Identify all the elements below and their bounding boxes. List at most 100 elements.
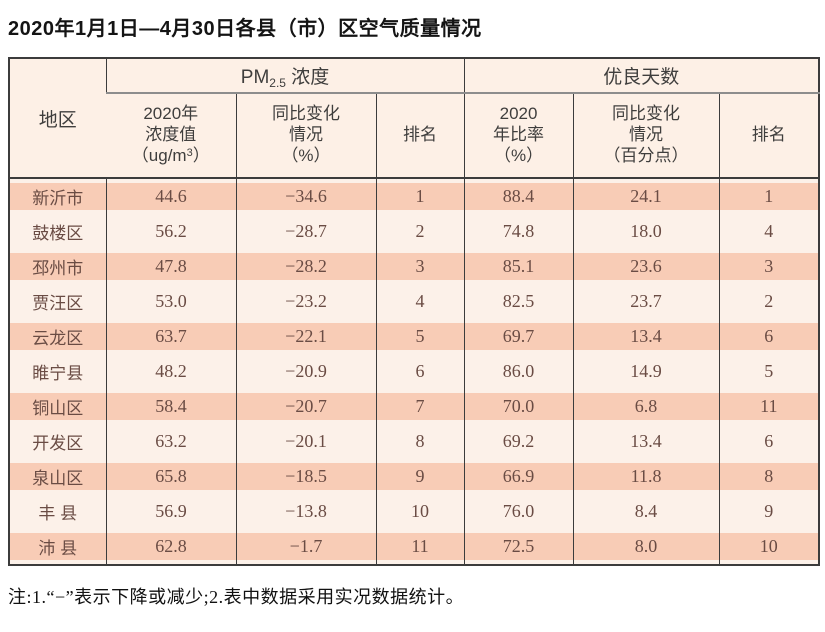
cell-pm-rank: 10 — [375, 494, 465, 529]
cell-gd-rank: 11 — [718, 389, 820, 424]
cell-gd-change: 13.4 — [572, 424, 720, 459]
pm-value-header-line3: （ug/m3） — [106, 146, 236, 167]
table-row: 云龙区 63.7 −22.1 5 69.7 13.4 6 — [9, 319, 820, 354]
cell-pm-value: 53.0 — [105, 284, 236, 319]
cell-gd-rank: 5 — [718, 354, 820, 389]
table-row: 贾汪区 53.0 −23.2 4 82.5 23.7 2 — [9, 284, 820, 319]
gd-ratio-column-header: 2020 年比率 （%） — [463, 93, 574, 179]
cell-pm-rank: 7 — [375, 389, 465, 424]
table-row: 邳州市 47.8 −28.2 3 85.1 23.6 3 — [9, 249, 820, 284]
cell-gd-ratio: 76.0 — [463, 494, 574, 529]
cell-pm-change: −20.9 — [235, 354, 376, 389]
cell-gd-change: 23.7 — [572, 284, 720, 319]
table-row: 沛 县 62.8 −1.7 11 72.5 8.0 10 — [9, 529, 820, 565]
cell-gd-rank: 4 — [718, 214, 820, 249]
table-row: 铜山区 58.4 −20.7 7 70.0 6.8 11 — [9, 389, 820, 424]
gd-change-column-header: 同比变化 情况 （百分点） — [572, 93, 720, 179]
ug-m3-suffix: ） — [192, 145, 210, 165]
cell-region: 贾汪区 — [9, 284, 106, 319]
cell-gd-rank: 1 — [718, 178, 820, 214]
page-title: 2020年1月1日—4月30日各县（市）区空气质量情况 — [8, 18, 482, 40]
table-row: 泉山区 65.8 −18.5 9 66.9 11.8 8 — [9, 459, 820, 494]
air-quality-table: 地区 PM2.5 浓度 优良天数 2020年 浓度值 （ug/m3） 同比变化 … — [8, 57, 821, 566]
pm-value-header-line2: 浓度值 — [145, 125, 197, 145]
cell-pm-rank: 3 — [375, 249, 465, 284]
pm-value-column-header: 2020年 浓度值 （ug/m3） — [106, 93, 236, 179]
cell-pm-rank: 6 — [375, 354, 465, 389]
pm25-label-subscript: 2.5 — [269, 75, 286, 90]
gd-change-header-line3: （百分点） — [603, 145, 689, 165]
cell-pm-change: −13.8 — [235, 494, 376, 529]
header-group-row: 地区 PM2.5 浓度 优良天数 — [9, 58, 820, 179]
pm-value-header-line1: 2020年 — [143, 104, 199, 124]
cell-pm-value: 56.9 — [105, 494, 236, 529]
gd-ratio-header-line2: 年比率 — [493, 125, 545, 145]
good-days-group-header: 优良天数 — [463, 58, 820, 94]
pm-change-header-line1: 同比变化 — [272, 104, 340, 124]
cell-region: 鼓楼区 — [9, 214, 106, 249]
cell-region: 铜山区 — [9, 389, 106, 424]
cell-pm-rank: 5 — [375, 319, 465, 354]
cell-region: 沛 县 — [9, 529, 106, 565]
cell-region: 云龙区 — [9, 319, 106, 354]
cell-gd-rank: 2 — [718, 284, 820, 319]
table-row: 开发区 63.2 −20.1 8 69.2 13.4 6 — [9, 424, 820, 459]
cell-gd-ratio: 72.5 — [463, 529, 574, 565]
cell-pm-value: 47.8 — [105, 249, 236, 284]
table-body: 新沂市 44.6 −34.6 1 88.4 24.1 1 鼓楼区 56.2 −2… — [9, 178, 820, 565]
table-row: 鼓楼区 56.2 −28.7 2 74.8 18.0 4 — [9, 214, 820, 249]
cell-region: 新沂市 — [9, 178, 106, 214]
cell-gd-change: 23.6 — [572, 249, 720, 284]
pm-change-header-line3: （%） — [281, 145, 331, 165]
header-sub-row: 2020年 浓度值 （ug/m3） 同比变化 情况 （%） 排名 2020 年比… — [9, 93, 820, 179]
cell-gd-rank: 8 — [718, 459, 820, 494]
cell-pm-value: 62.8 — [105, 529, 236, 565]
cell-gd-change: 6.8 — [572, 389, 720, 424]
gd-ratio-header-line3: （%） — [493, 145, 544, 165]
cell-region: 开发区 — [9, 424, 106, 459]
cell-region: 睢宁县 — [9, 354, 106, 389]
cell-pm-rank: 1 — [375, 178, 465, 214]
pm25-group-header: PM2.5 浓度 — [105, 58, 465, 94]
cell-pm-rank: 9 — [375, 459, 465, 494]
gd-change-header-line1: 同比变化 — [612, 104, 681, 124]
table-row: 新沂市 44.6 −34.6 1 88.4 24.1 1 — [9, 178, 820, 214]
cell-pm-change: −28.7 — [235, 214, 376, 249]
region-column-header: 地区 — [9, 58, 106, 179]
ug-m3-superscript: 3 — [186, 146, 193, 159]
cell-pm-value: 44.6 — [105, 178, 236, 214]
cell-gd-rank: 3 — [718, 249, 820, 284]
cell-pm-value: 56.2 — [105, 214, 236, 249]
table-row: 丰 县 56.9 −13.8 10 76.0 8.4 9 — [9, 494, 820, 529]
cell-pm-change: −20.1 — [235, 424, 376, 459]
cell-pm-value: 63.7 — [105, 319, 236, 354]
gd-ratio-header-line1: 2020 — [499, 104, 538, 124]
pm25-label-prefix: PM — [240, 66, 270, 88]
cell-gd-change: 18.0 — [572, 214, 720, 249]
gd-rank-column-header: 排名 — [718, 93, 820, 179]
footnote: 注:1.“−”表示下降或减少;2.表中数据采用实况数据统计。 — [8, 587, 465, 607]
table-header: 地区 PM2.5 浓度 优良天数 2020年 浓度值 （ug/m3） 同比变化 … — [9, 58, 820, 179]
cell-region: 泉山区 — [9, 459, 106, 494]
cell-gd-ratio: 82.5 — [463, 284, 574, 319]
pm-change-column-header: 同比变化 情况 （%） — [235, 93, 376, 179]
cell-gd-change: 24.1 — [572, 178, 720, 214]
cell-gd-ratio: 66.9 — [463, 459, 574, 494]
cell-gd-rank: 6 — [718, 424, 820, 459]
cell-pm-change: −1.7 — [235, 529, 376, 565]
cell-pm-change: −22.1 — [235, 319, 376, 354]
cell-gd-rank: 6 — [718, 319, 820, 354]
cell-pm-change: −34.6 — [235, 178, 376, 214]
cell-pm-rank: 8 — [375, 424, 465, 459]
cell-gd-ratio: 69.2 — [463, 424, 574, 459]
pm-change-header-line2: 情况 — [289, 125, 323, 145]
cell-pm-change: −28.2 — [235, 249, 376, 284]
cell-gd-change: 8.0 — [572, 529, 720, 565]
cell-gd-rank: 9 — [718, 494, 820, 529]
cell-pm-change: −20.7 — [235, 389, 376, 424]
pm-rank-column-header: 排名 — [375, 93, 465, 179]
cell-pm-value: 58.4 — [105, 389, 236, 424]
cell-gd-rank: 10 — [718, 529, 820, 565]
cell-gd-change: 13.4 — [572, 319, 720, 354]
cell-pm-change: −18.5 — [235, 459, 376, 494]
